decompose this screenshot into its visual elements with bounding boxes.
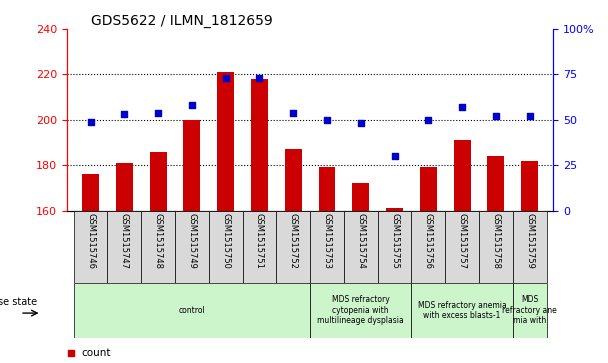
Text: GSM1515750: GSM1515750 — [221, 213, 230, 269]
Bar — [521, 160, 538, 211]
Bar — [488, 156, 504, 211]
Point — [119, 111, 129, 117]
Text: GDS5622 / ILMN_1812659: GDS5622 / ILMN_1812659 — [91, 14, 273, 28]
Text: MDS
refractory ane
mia with: MDS refractory ane mia with — [502, 295, 557, 325]
Bar — [175, 211, 209, 283]
Point — [221, 75, 230, 81]
Bar — [141, 211, 175, 283]
Bar — [108, 211, 141, 283]
Bar — [445, 211, 479, 283]
Text: GSM1515758: GSM1515758 — [491, 213, 500, 269]
Bar — [319, 167, 336, 211]
Text: GSM1515759: GSM1515759 — [525, 213, 534, 269]
Text: control: control — [179, 306, 206, 315]
Bar — [310, 211, 344, 283]
Bar — [276, 211, 310, 283]
Text: GSM1515756: GSM1515756 — [424, 213, 433, 269]
Bar — [420, 167, 437, 211]
Point — [423, 117, 433, 123]
Bar — [386, 208, 403, 211]
Text: GSM1515749: GSM1515749 — [187, 213, 196, 269]
Bar — [378, 211, 412, 283]
Bar — [513, 211, 547, 283]
Bar — [209, 211, 243, 283]
Point — [187, 102, 197, 108]
Bar — [479, 211, 513, 283]
Point — [288, 110, 298, 115]
Point — [66, 350, 75, 356]
Bar — [116, 163, 133, 211]
Bar — [243, 211, 276, 283]
Text: MDS refractory anemia
with excess blasts-1: MDS refractory anemia with excess blasts… — [418, 301, 506, 320]
Text: GSM1515757: GSM1515757 — [458, 213, 466, 269]
Bar — [74, 211, 108, 283]
Bar — [513, 283, 547, 338]
Text: GSM1515751: GSM1515751 — [255, 213, 264, 269]
Text: count: count — [81, 348, 111, 358]
Point — [322, 117, 332, 123]
Text: GSM1515753: GSM1515753 — [322, 213, 331, 269]
Text: GSM1515746: GSM1515746 — [86, 213, 95, 269]
Bar — [352, 183, 369, 211]
Text: GSM1515747: GSM1515747 — [120, 213, 129, 269]
Point — [153, 110, 163, 115]
Bar — [310, 283, 412, 338]
Text: GSM1515754: GSM1515754 — [356, 213, 365, 269]
Point — [86, 119, 95, 125]
Bar — [285, 149, 302, 211]
Text: GSM1515752: GSM1515752 — [289, 213, 298, 269]
Bar — [454, 140, 471, 211]
Point — [491, 113, 501, 119]
Bar — [412, 211, 445, 283]
Bar — [184, 120, 200, 211]
Point — [356, 121, 365, 126]
Text: disease state: disease state — [0, 297, 36, 307]
Bar — [150, 151, 167, 211]
Bar — [344, 211, 378, 283]
Point — [255, 75, 264, 81]
Bar — [82, 174, 99, 211]
Point — [390, 153, 399, 159]
Text: GSM1515748: GSM1515748 — [154, 213, 162, 269]
Point — [525, 113, 534, 119]
Bar — [74, 283, 310, 338]
Point — [457, 104, 467, 110]
Bar — [412, 283, 513, 338]
Bar — [217, 72, 234, 211]
Bar — [251, 79, 268, 211]
Text: GSM1515755: GSM1515755 — [390, 213, 399, 269]
Text: MDS refractory
cytopenia with
multilineage dysplasia: MDS refractory cytopenia with multilinea… — [317, 295, 404, 325]
